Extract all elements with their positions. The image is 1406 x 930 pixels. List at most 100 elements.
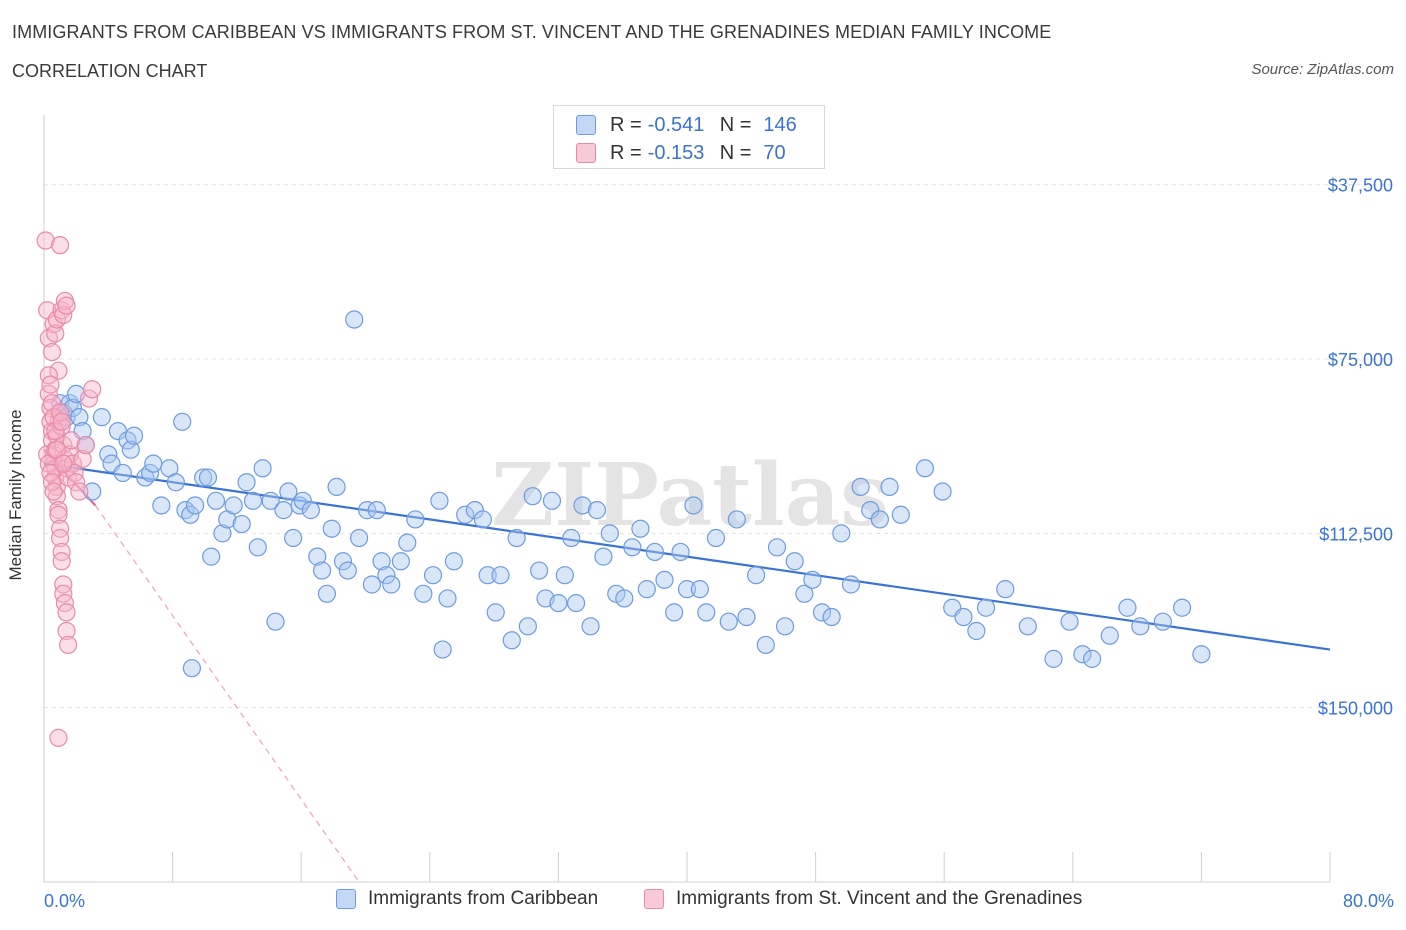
- caribbean-point: [684, 496, 703, 515]
- caribbean-point: [1044, 649, 1063, 668]
- caribbean-point: [322, 519, 341, 538]
- st-vincent-point: [41, 375, 60, 394]
- caribbean-point: [444, 552, 464, 571]
- caribbean-point: [967, 621, 986, 641]
- caribbean-point: [697, 603, 716, 622]
- st-vincent-point: [63, 454, 83, 473]
- caribbean-point: [832, 524, 851, 543]
- legend-item-st-vincent[interactable]: Immigrants from St. Vincent and the Gren…: [644, 888, 1082, 910]
- caribbean-point: [327, 477, 346, 496]
- legend-label: Immigrants from Caribbean: [368, 888, 599, 909]
- caribbean-point: [822, 607, 841, 627]
- st-vincent-point: [50, 528, 70, 548]
- grid-lines: [44, 184, 1395, 709]
- legend-item-caribbean[interactable]: Immigrants from Caribbean: [336, 888, 598, 910]
- n-label: N =: [719, 113, 752, 136]
- caribbean-point: [398, 533, 417, 552]
- r-label: R =: [610, 113, 642, 136]
- caribbean-point: [587, 501, 607, 520]
- caribbean-point: [266, 612, 285, 631]
- caribbean-point: [851, 477, 870, 496]
- caribbean-point: [954, 607, 973, 627]
- caribbean-point: [438, 589, 457, 608]
- caribbean-point: [406, 510, 425, 529]
- caribbean-point: [737, 607, 756, 627]
- caribbean-point: [367, 501, 386, 520]
- caribbean-point: [198, 468, 218, 487]
- caribbean-point: [706, 528, 726, 548]
- st-vincent-point: [42, 342, 62, 362]
- st-vincent-point: [54, 584, 73, 603]
- stats-row-st-vincent: R = -0.153 N = 70: [576, 141, 786, 165]
- caribbean-point: [562, 528, 581, 548]
- caribbean-point: [237, 473, 256, 492]
- caribbean-point: [1118, 598, 1137, 617]
- caribbean-point: [767, 538, 787, 557]
- st-vincent-point: [57, 603, 76, 622]
- y-tick-labels: $150,000 $112,500 $75,000 $37,500: [1318, 176, 1393, 719]
- caribbean-point: [555, 566, 574, 585]
- caribbean-point: [1192, 645, 1211, 664]
- n-value: 70: [763, 141, 786, 164]
- st-vincent-point: [49, 728, 68, 747]
- caribbean-point: [1060, 612, 1079, 631]
- caribbean-point: [566, 593, 586, 613]
- caribbean-point: [284, 528, 303, 548]
- caribbean-point: [671, 542, 690, 562]
- x-max-label: 80.0%: [1342, 891, 1394, 911]
- watermark: ZIPatlas: [491, 445, 889, 546]
- caribbean-point: [372, 552, 391, 571]
- caribbean-point: [870, 510, 890, 529]
- caribbean-point: [795, 584, 814, 603]
- caribbean-point: [121, 440, 140, 459]
- caribbean-point: [803, 570, 822, 589]
- caribbean-point: [345, 310, 364, 329]
- caribbean-point: [414, 584, 433, 603]
- st-vincent-point: [50, 236, 70, 255]
- caribbean-point: [655, 570, 674, 589]
- caribbean-point: [976, 598, 996, 617]
- caribbean-point: [747, 566, 766, 585]
- caribbean-point: [232, 514, 251, 534]
- caribbean-point: [456, 505, 475, 524]
- caribbean-point: [891, 505, 910, 524]
- caribbean-point: [362, 575, 382, 594]
- caribbean-point: [301, 501, 320, 520]
- caribbean-point: [665, 603, 684, 622]
- st-vincent-point: [59, 635, 78, 655]
- caribbean-point: [581, 617, 600, 636]
- st-vincent-point: [49, 361, 68, 380]
- caribbean-point: [491, 566, 510, 585]
- caribbean-point: [166, 473, 185, 492]
- caribbean-point: [473, 510, 492, 529]
- stats-row-caribbean: R = -0.541 N = 146: [576, 113, 797, 137]
- r-label: R =: [610, 141, 642, 164]
- legend-label: Immigrants from St. Vincent and the Gren…: [676, 888, 1083, 909]
- caribbean-point: [530, 561, 549, 580]
- caribbean-point: [279, 482, 298, 501]
- caribbean-point: [243, 491, 263, 510]
- caribbean-point: [423, 566, 443, 585]
- pink-swatch: [644, 889, 664, 909]
- caribbean-point: [478, 566, 497, 585]
- st-vincent-point: [44, 482, 63, 501]
- caribbean-point: [182, 659, 201, 678]
- st-vincent-point: [62, 431, 81, 450]
- caribbean-point: [433, 640, 452, 659]
- st-vincent-point: [54, 575, 73, 594]
- caribbean-point: [677, 580, 697, 599]
- r-value: -0.541: [647, 113, 705, 136]
- st-vincent-point: [46, 324, 65, 343]
- caribbean-point: [523, 487, 542, 506]
- caribbean-point: [915, 459, 935, 478]
- caribbean-point: [377, 566, 396, 585]
- st-vincent-point: [52, 552, 71, 571]
- caribbean-point: [623, 538, 642, 557]
- caribbean-point: [1173, 598, 1192, 617]
- st-vincent-point: [55, 593, 74, 613]
- caribbean-point: [253, 459, 272, 478]
- series-legend: Immigrants from Caribbean Immigrants fro…: [0, 888, 1406, 916]
- st-vincent-point: [36, 231, 55, 250]
- caribbean-point: [274, 501, 293, 520]
- caribbean-point: [756, 635, 775, 655]
